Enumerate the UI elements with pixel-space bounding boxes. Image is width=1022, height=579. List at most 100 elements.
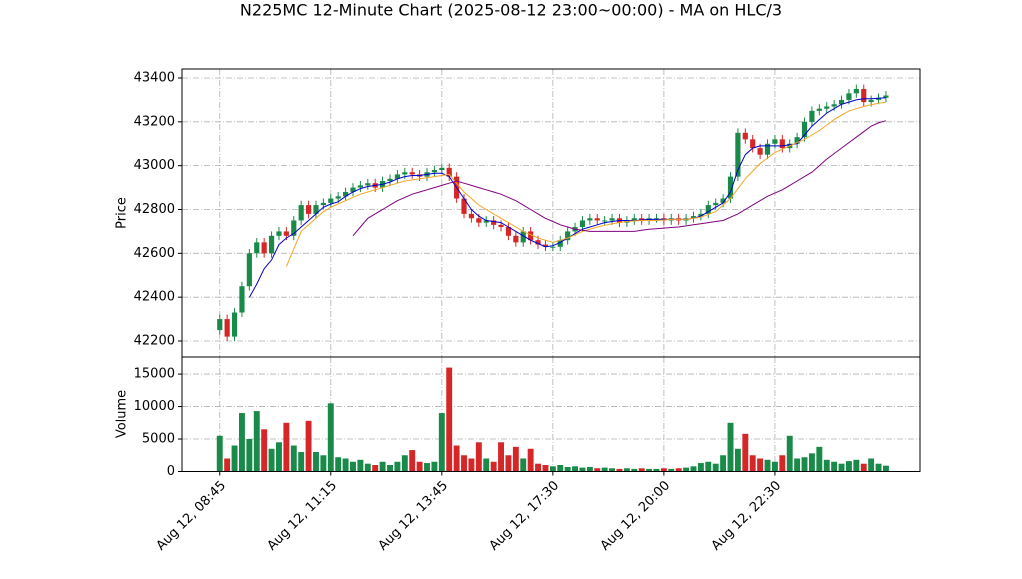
volume-bar — [779, 455, 786, 472]
volume-bar — [446, 367, 453, 472]
volume-bar — [305, 420, 312, 472]
candle-body — [735, 132, 741, 177]
volume-bar — [660, 468, 667, 472]
candle-body — [861, 88, 867, 103]
y-tick-label: 43400 — [134, 70, 175, 85]
volume-bar — [438, 413, 445, 472]
volume-bar — [594, 468, 601, 472]
volume-bar — [868, 458, 875, 472]
candle-body — [772, 139, 778, 144]
candle-body — [291, 220, 297, 236]
volume-bar — [409, 450, 416, 472]
y-axis-label: Price — [115, 197, 130, 229]
candle-body — [824, 106, 830, 109]
volume-bar — [461, 455, 467, 472]
candle-body — [342, 191, 349, 197]
candle-body — [520, 231, 526, 243]
candle-body — [713, 202, 719, 206]
volume-bar — [253, 411, 260, 472]
volume-bar — [875, 463, 882, 472]
volume-bar — [505, 455, 512, 472]
volume-bar — [490, 461, 497, 472]
candle-body — [320, 202, 326, 206]
candle-body — [653, 218, 660, 220]
volume-bar — [794, 458, 801, 472]
volume-axis-label: Volume — [115, 390, 130, 438]
candle-body — [883, 95, 889, 98]
candle-body — [394, 174, 400, 179]
volume-bar — [586, 466, 593, 472]
y-tick-label: 42400 — [134, 290, 175, 305]
volume-bar — [424, 463, 430, 472]
volume-bar — [831, 461, 838, 472]
candle-body — [587, 218, 593, 221]
volume-bar — [668, 468, 675, 472]
volume-bar — [623, 468, 630, 472]
volume-bar — [416, 461, 423, 472]
candle-body — [335, 196, 341, 199]
candle-body — [602, 220, 608, 222]
volume-bar — [823, 459, 830, 472]
candle-body — [350, 187, 356, 192]
candle-body — [246, 253, 252, 287]
volume-bar — [335, 457, 342, 472]
y-tick-label: 43000 — [134, 158, 175, 173]
volume-panel-frame — [181, 356, 921, 472]
volume-bar — [298, 452, 305, 472]
volume-bar — [394, 461, 401, 472]
candle-body — [431, 170, 438, 173]
volume-bar — [290, 445, 297, 472]
candle-body — [846, 93, 852, 100]
candle-body — [690, 216, 697, 219]
candle-body — [750, 139, 756, 149]
y-tick-label: 42800 — [134, 202, 175, 217]
volume-bar — [727, 422, 734, 472]
volume-bar — [564, 466, 571, 472]
volume-bar — [808, 453, 815, 472]
candle-body — [727, 176, 734, 199]
volume-bar — [475, 442, 482, 472]
volume-bar — [216, 435, 223, 472]
volume-bar — [749, 455, 756, 472]
volume-bar — [327, 403, 334, 472]
candle-body — [565, 231, 571, 241]
volume-bar — [734, 448, 741, 472]
volume-bar — [468, 458, 475, 472]
candle-body — [801, 121, 808, 138]
y-tick-label: 10000 — [134, 399, 175, 414]
volume-bar — [801, 457, 808, 472]
volume-bar — [742, 433, 749, 472]
volume-bar — [720, 455, 727, 472]
volume-bar — [838, 463, 845, 472]
candle-body — [283, 231, 289, 236]
candle-body — [313, 205, 319, 214]
candle-body — [794, 137, 800, 144]
volume-bar — [646, 468, 653, 472]
candle-body — [868, 99, 874, 103]
candle-body — [483, 220, 489, 223]
volume-bar — [512, 446, 519, 472]
candle-body — [254, 242, 260, 254]
candle-body — [446, 167, 452, 177]
candle-body — [476, 218, 482, 223]
candle-body — [720, 198, 726, 203]
y-tick-label: 43200 — [134, 114, 175, 129]
volume-bar — [853, 459, 860, 472]
y-tick-label: 42200 — [134, 334, 175, 349]
volume-bar — [882, 465, 889, 472]
candle-body — [535, 240, 541, 245]
volume-bar — [549, 466, 556, 472]
volume-bar — [675, 468, 682, 472]
candle-body — [631, 218, 637, 221]
volume-bar — [816, 446, 823, 472]
candle-body — [491, 220, 497, 225]
candle-body — [809, 110, 815, 122]
candle-body — [542, 244, 549, 247]
volume-bar — [261, 429, 268, 472]
volume-bar — [616, 468, 623, 472]
moving-average-line — [352, 120, 887, 237]
volume-bar — [231, 445, 238, 472]
volume-bar — [609, 468, 616, 472]
candle-body — [402, 172, 408, 175]
candle-body — [513, 235, 519, 243]
